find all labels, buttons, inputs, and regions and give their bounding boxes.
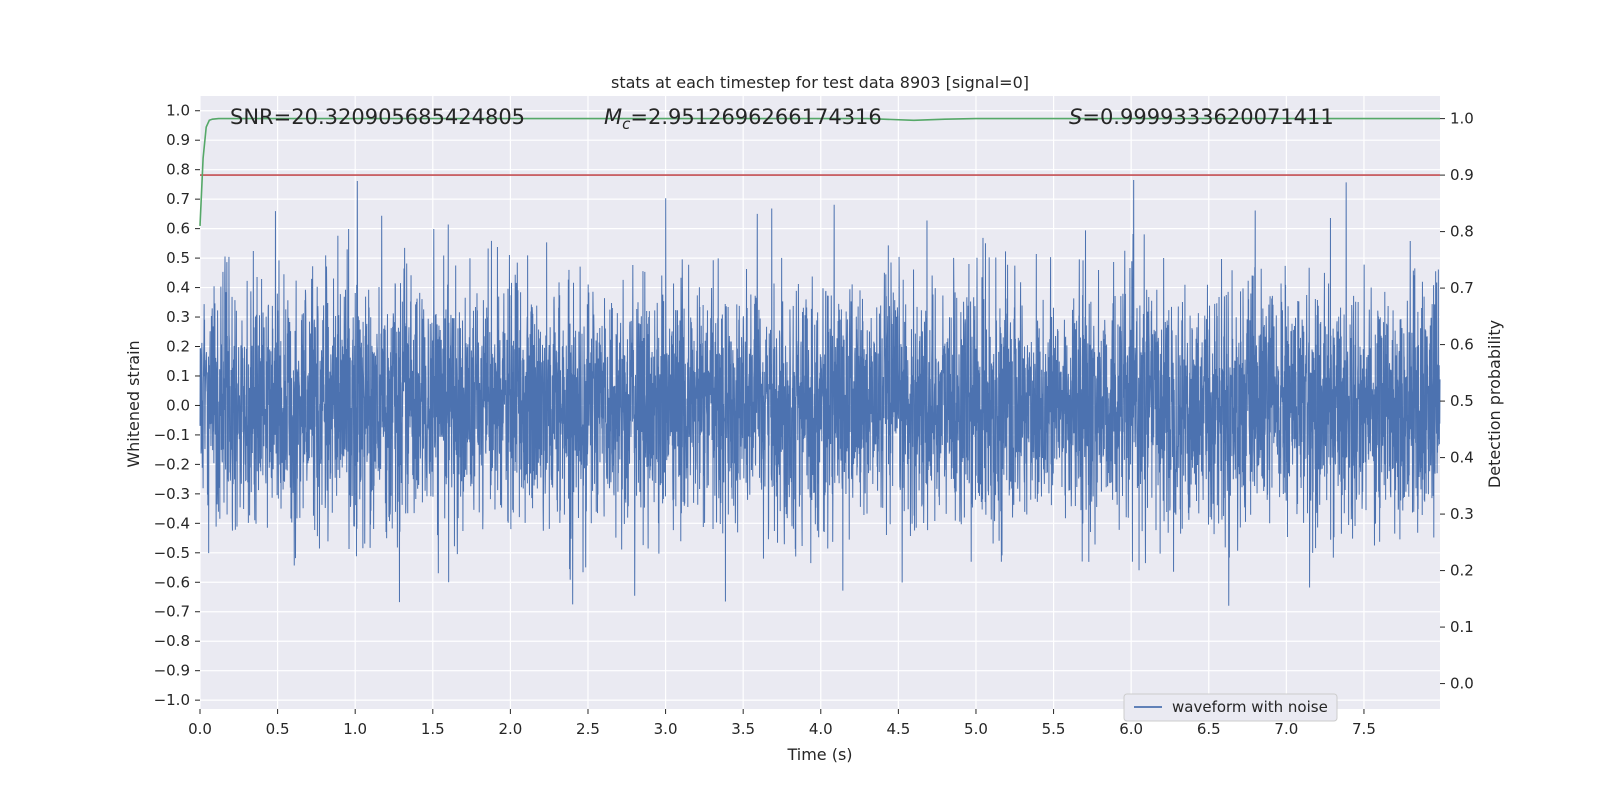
legend-box (1123, 693, 1338, 722)
y-tick-label: −0.3 (154, 485, 190, 503)
y-tick-label: −0.5 (154, 544, 190, 562)
x-tick-label: 1.0 (343, 720, 367, 738)
y-tick-label: −0.9 (154, 662, 190, 680)
y-tick-label: −0.6 (154, 573, 190, 591)
x-tick-label: 3.5 (731, 720, 755, 738)
x-tick-label: 2.0 (498, 720, 522, 738)
x-tick-label: 6.0 (1119, 720, 1143, 738)
chirp-mass-annotation: Mc=2.9512696266174316 (604, 105, 882, 133)
y-right-tick-label: 0.5 (1450, 392, 1474, 410)
x-axis-ticks: 0.0 0.5 1.0 1.5 2.0 2.5 3.0 3.5 4.0 4.5 5.0 5.5 6.0 6… (188, 709, 1376, 738)
x-tick-label: 0.5 (266, 720, 290, 738)
y-axis-right-ticks: 0.0 0.1 0.2 0.3 0.4 0.5 0.6 0.7 0.8 0.9 1.0 (1440, 110, 1474, 693)
waveform-line (199, 179, 1441, 606)
legend: waveform with noise (1123, 693, 1338, 722)
y-tick-label: −1.0 (154, 691, 190, 709)
x-tick-label: 3.0 (654, 720, 678, 738)
y-tick-label: −0.1 (154, 426, 190, 444)
x-tick-label: 7.0 (1274, 720, 1298, 738)
x-tick-label: 5.0 (964, 720, 988, 738)
y-right-tick-label: 0.6 (1450, 336, 1474, 354)
y-axis-left-ticks: −1.0 −0.9 −0.8 −0.7 −0.6 −0.5 −0.4 −0.3 −0.2 −0.1… (154, 102, 200, 709)
y-tick-label: −0.4 (154, 514, 190, 532)
waveform-layer (199, 179, 1441, 606)
y-axis-label: Whitened strain (124, 340, 143, 467)
y-right-tick-label: 0.7 (1450, 279, 1474, 297)
y-right-tick-label: 1.0 (1450, 110, 1474, 128)
x-tick-label: 5.5 (1042, 720, 1066, 738)
x-axis-label: Time (s) (786, 745, 852, 764)
y-tick-label: −0.2 (154, 455, 190, 473)
y-right-tick-label: 0.8 (1450, 223, 1474, 241)
x-tick-label: 4.0 (809, 720, 833, 738)
y-tick-label: 0.5 (166, 249, 190, 267)
y-right-tick-label: 0.2 (1450, 562, 1474, 580)
x-tick-label: 0.0 (188, 720, 212, 738)
y-tick-label: 1.0 (166, 102, 190, 120)
y-tick-label: 0.3 (166, 308, 190, 326)
x-tick-label: 7.5 (1352, 720, 1376, 738)
y-tick-label: −0.8 (154, 632, 190, 650)
y-tick-label: 0.7 (166, 190, 190, 208)
legend-entry-waveform: waveform with noise (1172, 698, 1328, 716)
y-tick-label: 0.9 (166, 131, 190, 149)
score-annotation: S=0.9999333620071411 (1069, 105, 1334, 129)
y-right-tick-label: 0.9 (1450, 166, 1474, 184)
x-tick-label: 2.5 (576, 720, 600, 738)
y-right-tick-label: 0.1 (1450, 618, 1474, 636)
y-tick-label: 0.4 (166, 279, 190, 297)
x-tick-label: 4.5 (886, 720, 910, 738)
y-tick-label: −0.7 (154, 603, 190, 621)
y-right-tick-label: 0.3 (1450, 505, 1474, 523)
chart-title: stats at each timestep for test data 890… (611, 73, 1029, 92)
y-tick-label: 0.8 (166, 161, 190, 179)
detection-probability-line (199, 117, 1440, 226)
y-tick-label: 0.2 (166, 338, 190, 356)
y-axis-right-label: Detection probability (1485, 320, 1504, 488)
y-right-tick-label: 0.4 (1450, 449, 1474, 467)
y-tick-label: 0.0 (166, 396, 190, 414)
x-tick-label: 1.5 (421, 720, 445, 738)
y-tick-label: 0.1 (166, 367, 190, 385)
y-tick-label: 0.6 (166, 220, 190, 238)
y-right-tick-label: 0.0 (1450, 675, 1474, 693)
x-tick-label: 6.5 (1197, 720, 1221, 738)
snr-annotation: SNR=20.320905685424805 (230, 105, 525, 129)
